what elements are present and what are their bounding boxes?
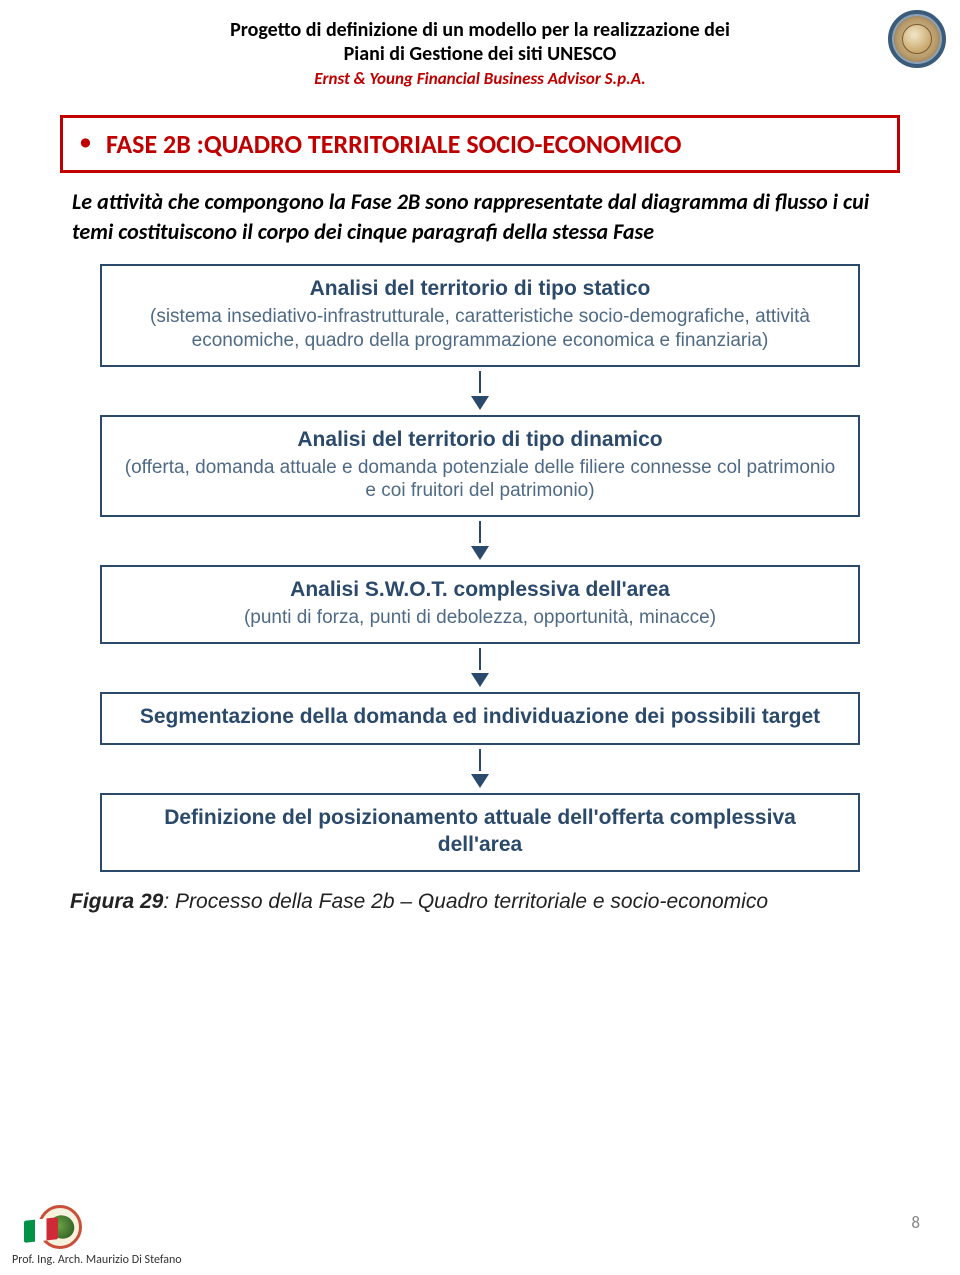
phase-title-box: • FASE 2B :QUADRO TERRITORIALE SOCIO-ECO… (60, 115, 900, 173)
node-body: (punti di forza, punti di debolezza, opp… (120, 606, 840, 630)
header-subtitle: Ernst & Young Financial Business Advisor… (60, 68, 900, 89)
figure-text: : Processo della Fase 2b – Quadro territ… (163, 890, 768, 913)
flowchart-arrow-icon (471, 371, 489, 413)
node-body: (offerta, domanda attuale e domanda pote… (120, 456, 840, 504)
flowchart-node: Segmentazione della domanda ed individua… (100, 692, 860, 745)
page-header: Progetto di definizione di un modello pe… (0, 0, 960, 97)
node-title: Analisi del territorio di tipo statico (120, 276, 840, 303)
figure-caption: Figura 29: Processo della Fase 2b – Quad… (70, 890, 890, 914)
university-seal-icon (888, 10, 946, 68)
flowchart-arrow-icon (471, 648, 489, 690)
phase-title: FASE 2B :QUADRO TERRITORIALE SOCIO-ECONO… (106, 128, 681, 160)
node-title: Analisi S.W.O.T. complessiva dell'area (120, 577, 840, 604)
page-number: 8 (911, 1212, 920, 1233)
intro-paragraph: Le attività che compongono la Fase 2B so… (72, 187, 900, 246)
flowchart-node: Analisi del territorio di tipo dinamico(… (100, 415, 860, 517)
node-title: Definizione del posizionamento attuale d… (120, 805, 840, 859)
header-title-line2: Piani di Gestione dei siti UNESCO (60, 42, 900, 66)
flowchart: Analisi del territorio di tipo statico(s… (95, 264, 865, 872)
figure-label: Figura 29 (70, 890, 163, 913)
flowchart-node: Analisi S.W.O.T. complessiva dell'area(p… (100, 565, 860, 644)
flowchart-arrow-icon (471, 521, 489, 563)
footer-logo-icon (24, 1205, 96, 1249)
bullet-icon: • (79, 128, 92, 154)
flowchart-node: Definizione del posizionamento attuale d… (100, 793, 860, 873)
header-title-line1: Progetto di definizione di un modello pe… (60, 18, 900, 42)
node-title: Analisi del territorio di tipo dinamico (120, 427, 840, 454)
flowchart-node: Analisi del territorio di tipo statico(s… (100, 264, 860, 366)
flowchart-arrow-icon (471, 749, 489, 791)
footer-author: Prof. Ing. Arch. Maurizio Di Stefano (12, 1253, 182, 1267)
node-title: Segmentazione della domanda ed individua… (120, 704, 840, 731)
node-body: (sistema insediativo-infrastrutturale, c… (120, 305, 840, 353)
